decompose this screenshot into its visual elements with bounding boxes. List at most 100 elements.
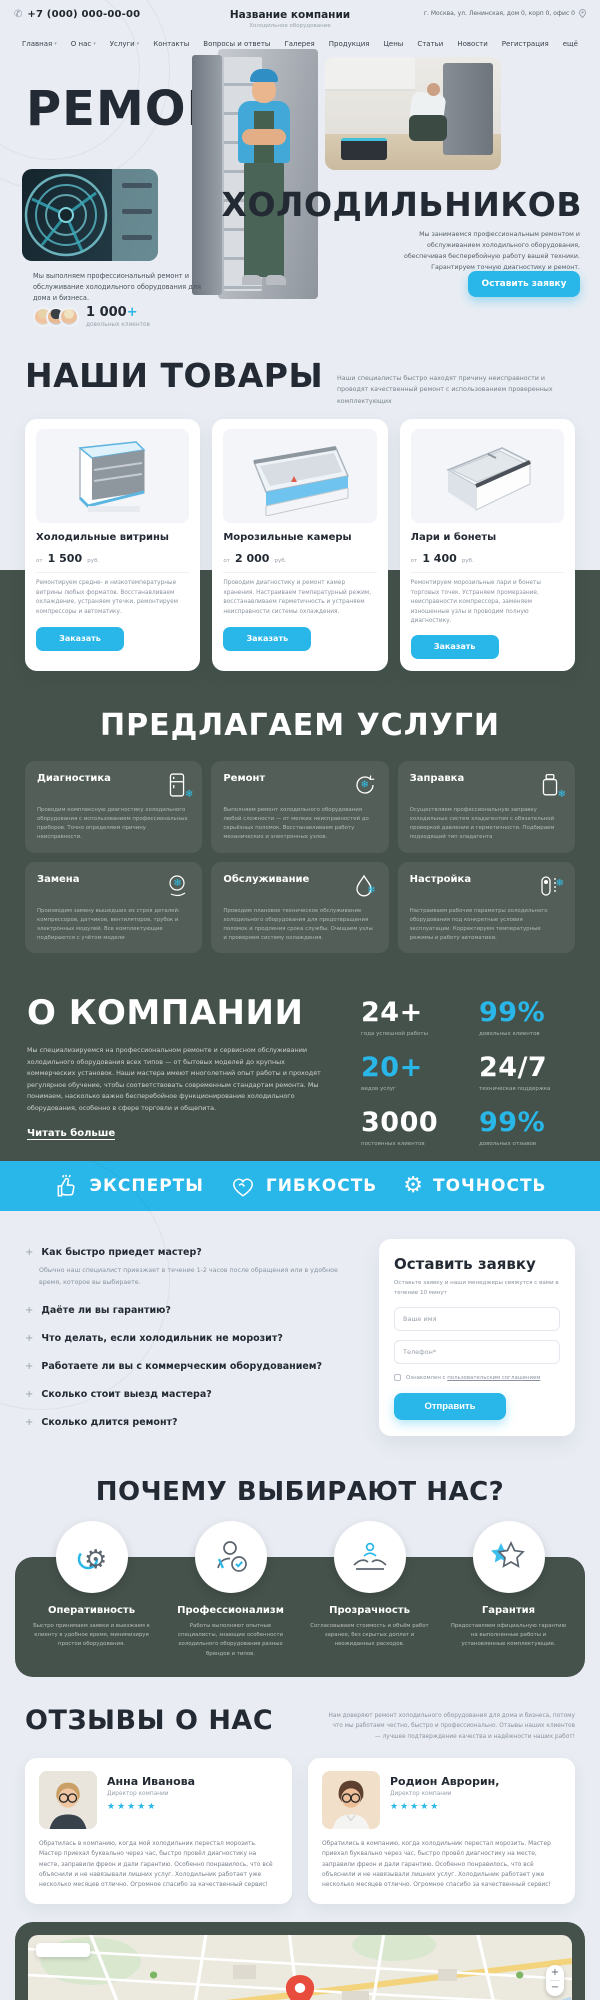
plus-icon: + <box>25 1247 34 1259</box>
location-pin-icon <box>579 9 586 18</box>
service-title: Заправка <box>409 772 465 784</box>
nav-item-services[interactable]: Услуги ▾ <box>109 40 140 48</box>
nav-item-prices[interactable]: Цены <box>383 40 404 48</box>
company-subtitle: Холодильное оборудование <box>249 23 331 29</box>
canister-snowflake-icon: ❄ <box>539 773 566 800</box>
faq-item: + Работаете ли вы с коммерческим оборудов… <box>25 1361 357 1372</box>
faq-question[interactable]: + Даёте ли вы гарантию? <box>25 1304 171 1316</box>
why-us-item-title: Прозрачность <box>329 1604 410 1616</box>
product-name: Морозильные камеры <box>223 531 352 543</box>
reviewer-name: Родион Аврорин, <box>390 1774 500 1788</box>
company-name: Название компании <box>229 9 351 21</box>
svg-text:⚙: ⚙ <box>84 1545 107 1575</box>
snowflake-refresh-icon: ❄ <box>353 773 377 797</box>
droplet-snowflake-icon: ❄ <box>353 874 377 898</box>
service-title: Диагностика <box>37 772 111 784</box>
clients-count: 1 000 <box>86 305 127 320</box>
why-us-item-description: Предоставляем официальную гарантию на вы… <box>450 1622 567 1648</box>
user-agreement-link[interactable]: пользовательским соглашением <box>447 1374 541 1381</box>
service-card: Ремонт ❄ Выполняем ремонт холодильного о… <box>211 760 389 853</box>
client-avatar <box>59 306 79 327</box>
why-us-title: ПОЧЕМУ ВЫБИРАЮТ НАС? <box>95 1476 505 1507</box>
banner-label: ТОЧНОСТЬ <box>433 1176 547 1197</box>
faq-question[interactable]: + Работаете ли вы с коммерческим оборудов… <box>25 1360 323 1372</box>
nav-item-production[interactable]: Продукция <box>328 40 370 48</box>
service-description: Выполняем ремонт холодильного оборудован… <box>223 806 369 841</box>
consent-checkbox[interactable] <box>394 1374 401 1382</box>
service-card: Заправка ❄ Осуществляем профессиональную… <box>397 760 575 853</box>
nav-item-news[interactable]: Новости <box>457 40 488 48</box>
stat-label: довольных отзывов <box>479 1141 537 1148</box>
company-stats: 24+ года успешной работы 99% довольных кли… <box>361 993 573 1147</box>
stat-item: 99% довольных отзывов <box>479 1107 573 1147</box>
stat-item: 99% довольных клиентов <box>479 997 573 1037</box>
faq-question[interactable]: + Сколько длится ремонт? <box>25 1416 178 1428</box>
product-price: 1 500 <box>47 551 83 565</box>
stat-value: 20+ <box>361 1052 423 1084</box>
price-suffix: руб. <box>87 557 100 564</box>
faq-question[interactable]: + Сколько стоит выезд мастера? <box>25 1388 212 1400</box>
phone-input[interactable] <box>394 1340 560 1365</box>
order-button[interactable]: Заказать <box>36 626 124 651</box>
zoom-out-button[interactable]: − <box>550 1981 560 1993</box>
hero-cta-button[interactable]: Оставить заявку <box>468 271 580 297</box>
header-address: г. Москва, ул. Ленинская, дом 0, корп 0,… <box>423 10 575 17</box>
thumbs-up-icon <box>54 1173 80 1199</box>
plus-icon: + <box>25 1304 34 1316</box>
product-card: Холодильные витрины от 1 500 руб. Ремонт… <box>25 418 201 671</box>
stat-item: 24+ года успешной работы <box>361 997 455 1037</box>
nav-item-faq[interactable]: Вопросы и ответы <box>203 40 271 48</box>
nav-item-articles[interactable]: Статьи <box>417 40 444 48</box>
service-card: Диагностика ❄ Проводим комплексную диагн… <box>25 760 203 853</box>
faq-item: + Как быстро приедет мастер? Обычно наш с… <box>25 1247 357 1288</box>
nav-item-gallery[interactable]: Галерея <box>284 40 315 48</box>
price-suffix: руб. <box>274 557 287 564</box>
products-section: НАШИ ТОВАРЫ Наши специалисты быстро нахо… <box>0 325 600 671</box>
plus-icon: + <box>25 1332 34 1344</box>
product-card: Морозильные камеры от 2 000 руб. Проводи… <box>212 418 388 671</box>
header-phone[interactable]: +7 (000) 000-00-00 <box>27 9 141 20</box>
product-image-chest-freezer <box>410 428 564 523</box>
service-description: Настраиваем рабочие параметры холодильно… <box>409 907 548 942</box>
rating-stars: ★★★★★ <box>390 1801 441 1812</box>
order-button[interactable]: Заказать <box>223 626 312 651</box>
nav-item-register[interactable]: Регистрация <box>501 40 549 48</box>
why-us-item: ⚙ Оперативность Быстро принимаем заявки … <box>27 1520 156 1659</box>
product-description: Проводим диагностику и ремонт камер хран… <box>223 579 372 615</box>
nav-item-contacts[interactable]: Контакты <box>153 40 190 48</box>
faq-question[interactable]: + Как быстро приедет мастер? <box>25 1247 202 1259</box>
zoom-in-button[interactable]: + <box>550 1966 560 1978</box>
banner-label: ЭКСПЕРТЫ <box>89 1176 204 1197</box>
hero-photo-fan <box>22 169 158 261</box>
review-text: Обратилась в компанию, когда мой холодил… <box>39 1840 273 1889</box>
nav-item-more[interactable]: ещё <box>562 40 578 48</box>
product-name: Лари и бонеты <box>410 531 497 543</box>
product-price: 2 000 <box>235 551 270 565</box>
map[interactable]: Москва + − <box>28 1934 572 2000</box>
form-title: Оставить заявку <box>394 1255 536 1274</box>
product-price: 1 400 <box>422 551 457 565</box>
banner-label: ГИБКОСТЬ <box>265 1176 378 1197</box>
name-input[interactable] <box>394 1307 560 1332</box>
faq-question[interactable]: + Что делать, если холодильник не морозит… <box>25 1332 283 1344</box>
handshake-heart-icon <box>230 1173 256 1199</box>
service-card: Настройка ❄ Настраиваем рабочие параметр… <box>397 861 575 954</box>
service-description: Осуществляем профессиональную заправку х… <box>409 806 555 841</box>
stat-label: видов услуг <box>361 1086 396 1093</box>
service-description: Производим замену вышедших из строя дета… <box>37 907 180 942</box>
faq-section: + Как быстро приедет мастер? Обычно наш с… <box>0 1211 600 1471</box>
submit-button[interactable]: Отправить <box>394 1393 506 1421</box>
why-us-section: ПОЧЕМУ ВЫБИРАЮТ НАС? ⚙ Оперативность Быс… <box>0 1471 600 1677</box>
nav-item-about[interactable]: О нас ▾ <box>70 40 96 48</box>
read-more-link[interactable]: Читать больше <box>27 1128 116 1141</box>
why-us-item-title: Оперативность <box>47 1604 136 1616</box>
stat-item: 20+ видов услуг <box>361 1052 455 1092</box>
open-hands-icon <box>333 1520 406 1593</box>
stat-item: 24/7 техническая поддержка <box>479 1052 573 1092</box>
map-search-control[interactable] <box>36 1942 90 1957</box>
clients-label: довольных клиентов <box>86 322 150 328</box>
nav-item-home[interactable]: Главная ▾ <box>22 40 57 48</box>
banner-item-flexibility: ГИБКОСТЬ <box>230 1173 377 1199</box>
order-button[interactable]: Заказать <box>410 634 499 659</box>
reviewer-role: Директор компании <box>107 1790 169 1797</box>
